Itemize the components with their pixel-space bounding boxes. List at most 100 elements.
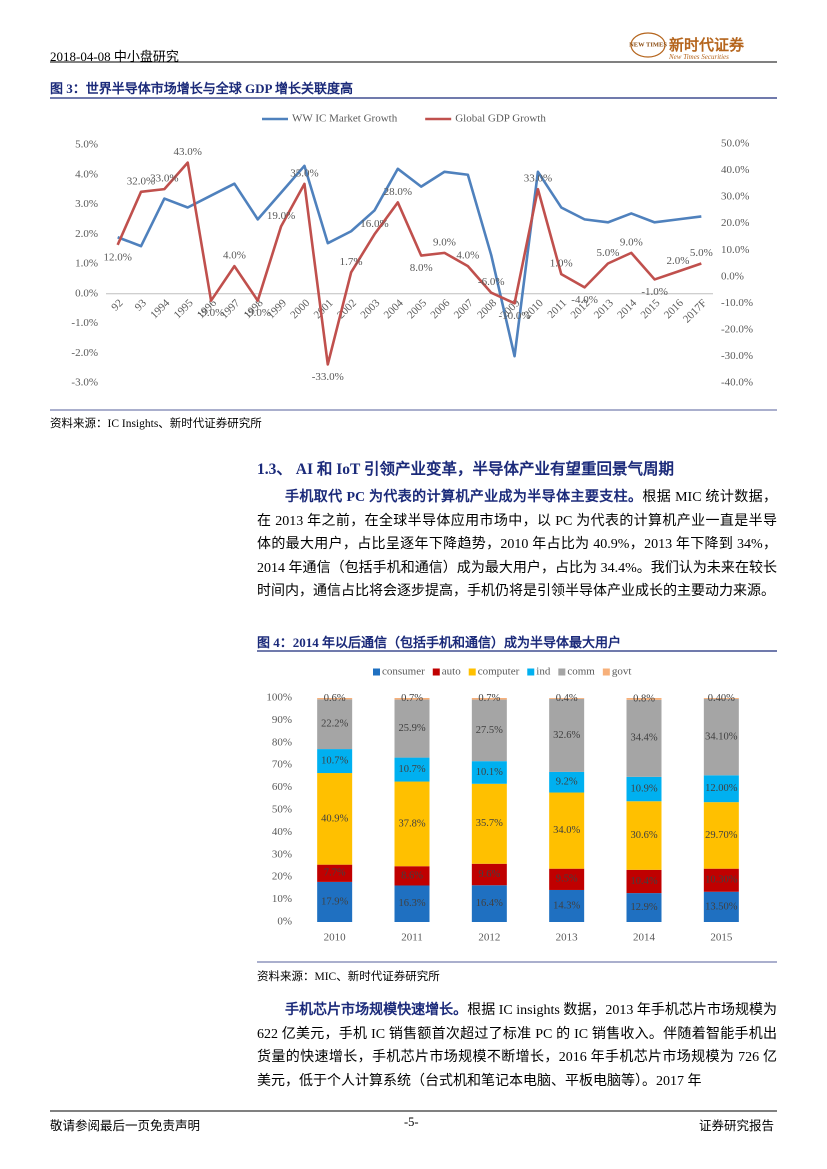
paragraph-text: 根据 IC insights 数据，2013 年手机芯片市场规模为 622 亿美… [257,1003,777,1089]
y-tick-label: 5.0% [75,139,98,151]
data-label: 17.9% [321,896,348,907]
bar-segment [626,869,662,894]
data-label: 9.0% [433,236,456,248]
y-tick-label: 40% [272,826,292,838]
bar-segment [549,771,585,793]
y-tick-label: 10% [272,893,292,905]
x-tick-label: 2010 [324,932,347,944]
data-label: -33.0% [312,371,344,383]
y2-tick-label: 40.0% [721,164,749,176]
data-label: 43.0% [174,146,202,158]
x-tick-label: 2007 [452,297,476,321]
y2-tick-label: -10.0% [721,297,753,309]
legend-label: auto [442,666,461,678]
x-tick-label: 2004 [382,297,406,321]
y-tick-label: 30% [272,848,292,860]
y-tick-label: 3.0% [75,198,98,210]
data-line [117,164,702,358]
legend-swatch [468,668,476,676]
y-tick-label: -1.0% [71,317,98,329]
data-label: -6.0% [478,276,505,288]
x-tick-label: 2015 [710,932,733,944]
data-label: 9.0% [620,236,643,248]
y-tick-label: 2.0% [75,228,98,240]
data-label: 10.7% [398,764,425,775]
data-label: 27.5% [476,725,503,736]
header-company-en: New Times Securities [669,53,729,61]
legend-swatch [432,668,440,676]
paragraph: 手机芯片市场规模快速增长。根据 IC insights 数据，2013 年手机芯… [257,999,777,1093]
legend-label: WW IC Market Growth [292,113,398,125]
x-tick-label: 2014 [633,932,656,944]
footer-page: -5- [404,1115,419,1129]
paragraph: 手机取代 PC 为代表的计算机产业成为半导体主要支柱。根据 MIC 统计数据，在… [257,486,777,604]
data-label: 33.0% [150,173,178,185]
data-label: -4.0% [571,294,598,306]
data-label: 0.40% [708,693,735,704]
y-tick-label: -2.0% [71,347,98,359]
data-label: 4.0% [456,250,479,262]
data-label: 4.0% [223,250,246,262]
y-tick-label: 90% [272,714,292,726]
data-label: 0.7% [478,693,500,704]
legend-label: ind [536,666,551,678]
y-tick-label: 0% [277,916,292,928]
section-heading: 1.3、 AI 和 IoT 引领产业变革，半导体产业有望重回景气周期 [257,461,674,478]
bar-segment [394,757,430,782]
bar-segment [703,868,739,892]
y-tick-label: 80% [272,736,292,748]
data-label: 22.2% [321,719,348,730]
data-label: -1.0% [641,286,668,298]
data-label: 14.3% [553,900,580,911]
data-label: 37.8% [398,818,425,829]
x-tick-label: 1995 [172,297,196,321]
data-label: 1.0% [550,258,573,270]
y2-tick-label: 0.0% [721,270,744,282]
data-label: 8.6% [401,870,423,881]
y2-tick-label: -40.0% [721,377,753,389]
bar-segment [394,699,430,758]
data-label: 5.0% [596,247,619,259]
bar-segment [317,773,353,865]
y-tick-label: 4.0% [75,168,98,180]
data-label: 13.50% [705,901,738,912]
data-label: 7.7% [324,868,346,879]
bar-segment [394,781,430,867]
data-label: 12.9% [630,902,657,913]
bar-segment [549,792,585,869]
y2-tick-label: -20.0% [721,323,753,335]
data-label: 10.7% [321,755,348,766]
figure-title: 图 4：2014 年以后通信（包括手机和通信）成为半导体最大用户 [257,635,622,650]
x-tick-label: 1994 [148,297,172,321]
data-label: 35.7% [476,818,503,829]
bar-segment [626,698,662,700]
data-label: -10.0% [499,310,531,322]
x-tick-label: 2015 [639,297,663,321]
bar-segment [471,885,507,922]
y-tick-label: 20% [272,871,292,883]
figure-source: 资料来源：IC Insights、新时代证券研究所 [50,418,262,430]
data-label: 16.3% [398,898,425,909]
bar-segment [317,698,353,700]
data-label: 10.30% [705,875,738,886]
data-label: 5.0% [690,247,713,259]
bar-segment [394,866,430,886]
data-label: 8.0% [410,262,433,274]
bar-segment [317,749,353,774]
legend-label: computer [478,666,520,678]
bar-segment [317,864,353,882]
data-label: 9.6% [478,869,500,880]
x-tick-label: 2006 [428,297,452,321]
legend-swatch [527,668,535,676]
bar-segment [703,698,739,776]
data-label: 0.7% [401,693,423,704]
bar-segment [471,761,507,784]
y-tick-label: 100% [266,692,292,704]
bar-segment [471,698,507,700]
legend-label: consumer [382,666,425,678]
data-line [116,161,702,366]
data-label: 9.2% [556,777,578,788]
legend-label: govt [612,666,632,678]
bar-segment [626,801,662,870]
